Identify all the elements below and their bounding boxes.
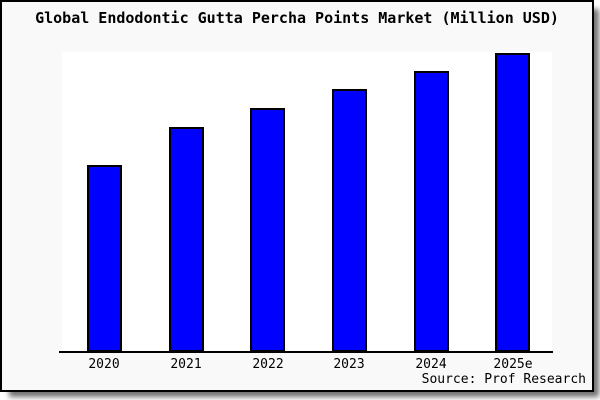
bar-2021 [169,127,204,352]
plot-area [62,52,552,352]
bar-2023 [332,89,367,352]
x-tick-label-2023: 2023 [333,357,365,372]
x-tick-label-2022: 2022 [252,357,284,372]
bar-2025e [495,53,530,352]
bar-2020 [87,165,122,352]
chart-title: Global Endodontic Gutta Percha Points Ma… [35,9,559,27]
x-tick-label-2025e: 2025e [493,357,533,372]
x-tick-label-2024: 2024 [415,357,447,372]
source-credit: Source: Prof Research [421,372,586,387]
x-tick-label-2021: 2021 [170,357,202,372]
bar-2024 [414,71,449,352]
bar-2022 [250,108,285,352]
chart-frame: Global Endodontic Gutta Percha Points Ma… [0,0,594,392]
x-axis-line [59,351,553,353]
x-tick-label-2020: 2020 [88,357,120,372]
